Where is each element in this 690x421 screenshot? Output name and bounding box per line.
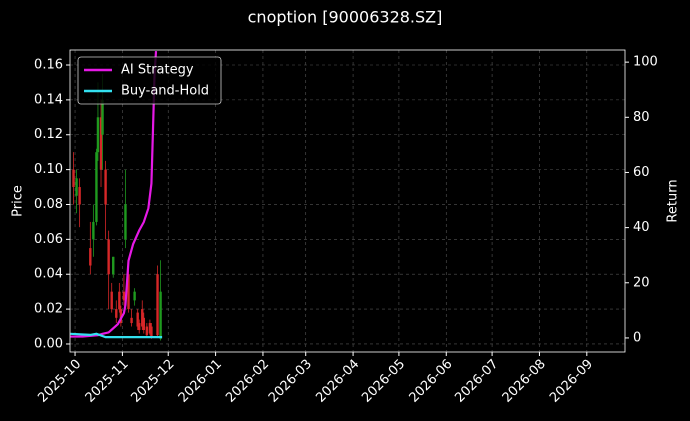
y-tick-label: 0.14 bbox=[34, 92, 63, 107]
y-tick-label: 0.02 bbox=[34, 302, 63, 317]
candle-body bbox=[96, 117, 100, 153]
y-axis-label: Price bbox=[11, 185, 26, 217]
candle-body bbox=[148, 323, 152, 334]
y2-tick-label: 80 bbox=[633, 110, 650, 125]
y-tick-label: 0.08 bbox=[34, 197, 63, 212]
y-tick-label: 0.04 bbox=[34, 267, 63, 282]
y-tick-label: 0.00 bbox=[34, 336, 63, 351]
chart-title: cnoption [90006328.SZ] bbox=[248, 8, 443, 27]
candle-body bbox=[150, 326, 153, 338]
candle-body bbox=[156, 274, 159, 336]
legend-box bbox=[77, 56, 222, 105]
plot-frame bbox=[69, 49, 626, 353]
line-series bbox=[70, 51, 158, 338]
y-tick-label: 0.12 bbox=[34, 127, 63, 142]
candle-body bbox=[145, 326, 149, 336]
candle-body bbox=[78, 187, 81, 205]
candle-body bbox=[110, 291, 113, 310]
plot-area bbox=[70, 51, 163, 341]
legend-label: AI Strategy bbox=[121, 63, 194, 78]
candle-body bbox=[89, 248, 92, 266]
candle-body bbox=[142, 317, 145, 331]
line-series bbox=[70, 332, 163, 339]
candle-body bbox=[130, 317, 133, 324]
candle-body bbox=[141, 309, 144, 327]
y2-tick-label: 40 bbox=[633, 220, 650, 235]
legend-label: Buy-and-Hold bbox=[121, 84, 209, 99]
y2-tick-label: 60 bbox=[633, 165, 650, 180]
candle-body bbox=[127, 274, 130, 310]
y2-tick-label: 100 bbox=[633, 55, 658, 70]
candle-body bbox=[136, 312, 139, 327]
candle-body bbox=[124, 204, 127, 240]
candle-body bbox=[72, 169, 75, 188]
y-tick-label: 0.16 bbox=[34, 57, 63, 72]
candle-body bbox=[112, 256, 115, 275]
candle-body bbox=[118, 291, 121, 310]
candle-body bbox=[119, 309, 123, 324]
candle-body bbox=[107, 239, 110, 275]
candle-body bbox=[99, 117, 103, 170]
candle-body bbox=[115, 309, 118, 318]
candle-body bbox=[104, 169, 107, 205]
candle-body bbox=[122, 291, 126, 301]
y2-tick-label: 0 bbox=[633, 330, 641, 345]
candle-body bbox=[101, 99, 104, 135]
candle-body bbox=[159, 291, 162, 339]
y-tick-label: 0.10 bbox=[34, 162, 63, 177]
candle-body bbox=[95, 152, 98, 222]
candle-body bbox=[75, 178, 78, 196]
y2-tick-label: 20 bbox=[633, 275, 650, 290]
candle-body bbox=[133, 291, 136, 301]
y-tick-label: 0.06 bbox=[34, 232, 63, 247]
candle-body bbox=[138, 323, 141, 331]
candle-body bbox=[92, 221, 95, 240]
y2-axis-label: Return bbox=[666, 179, 681, 222]
